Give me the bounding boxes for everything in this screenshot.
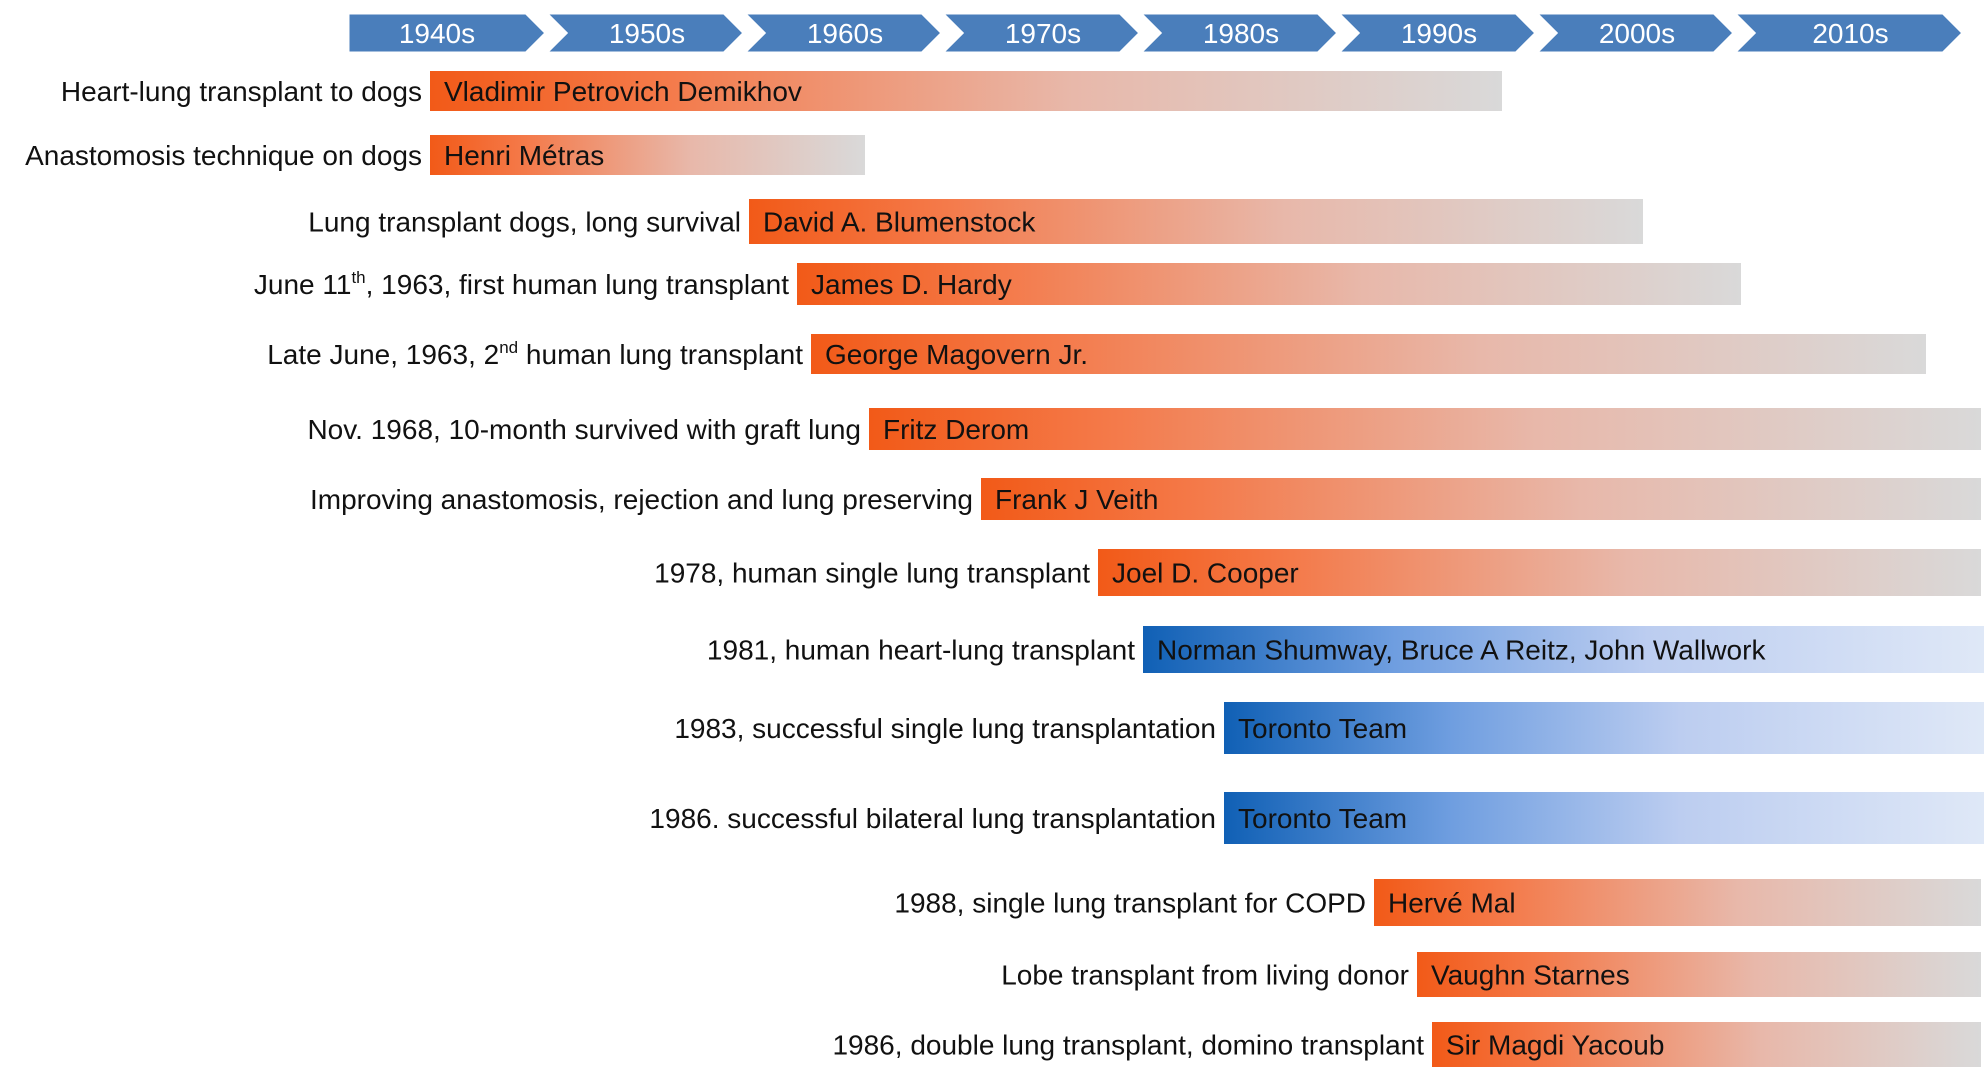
contributor-name: Frank J Veith — [995, 484, 1158, 515]
timeline-row: Joel D. Cooper 1978, human single lung tr… — [654, 549, 1981, 596]
contributor-name: Toronto Team — [1238, 713, 1407, 744]
contribution-bar — [981, 478, 1981, 520]
contributor-name: James D. Hardy — [811, 269, 1012, 300]
event-label: 1981, human heart-lung transplant — [707, 635, 1135, 666]
timeline-row: Vaughn Starnes Lobe transplant from livin… — [1001, 952, 1981, 997]
contribution-bar — [749, 199, 1643, 244]
decade-chevron-1980s — [1136, 11, 1341, 55]
decade-chevron-1970s — [938, 11, 1143, 55]
decade-chevron-2000s — [1532, 11, 1737, 55]
event-label: June 11th, 1963, first human lung transp… — [254, 268, 789, 300]
contribution-bar — [1098, 549, 1981, 596]
event-label: 1978, human single lung transplant — [654, 558, 1090, 589]
decade-label-2000s: 2000s — [1599, 18, 1675, 49]
timeline-row: Fritz Derom Nov. 1968, 10-month survived … — [307, 408, 1981, 450]
timeline-row: Hervé Mal 1988, single lung transplant fo… — [894, 879, 1981, 926]
timeline-row: Toronto Team 1983, successful single lung… — [674, 702, 1984, 754]
event-label: Nov. 1968, 10-month survived with graft … — [307, 414, 861, 445]
event-label: 1983, successful single lung transplanta… — [674, 713, 1216, 744]
decade-label-2010s: 2010s — [1812, 18, 1888, 49]
contributor-name: Vladimir Petrovich Demikhov — [444, 76, 802, 107]
timeline-row: Toronto Team 1986. successful bilateral l… — [649, 792, 1984, 844]
contribution-bar — [430, 135, 865, 175]
contributor-name: Fritz Derom — [883, 414, 1029, 445]
event-label: Late June, 1963, 2nd human lung transpla… — [267, 338, 803, 370]
decade-chevron-1960s — [740, 11, 945, 55]
contribution-bar — [1374, 879, 1981, 926]
event-label: Lung transplant dogs, long survival — [308, 207, 741, 238]
timeline-row: Henri Métras Anastomosis technique on dog… — [25, 135, 865, 175]
decade-chevron-1990s — [1334, 11, 1539, 55]
event-label: 1986. successful bilateral lung transpla… — [649, 803, 1216, 834]
event-label: 1986, double lung transplant, domino tra… — [832, 1030, 1424, 1061]
timeline-row: David A. Blumenstock Lung transplant dogs… — [308, 199, 1643, 244]
decade-label-1950s: 1950s — [609, 18, 685, 49]
contribution-bar — [1417, 952, 1981, 997]
decade-label-1960s: 1960s — [807, 18, 883, 49]
event-label: Heart-lung transplant to dogs — [61, 76, 422, 107]
contributor-name: Vaughn Starnes — [1431, 960, 1630, 991]
decade-label-1940s: 1940s — [399, 18, 475, 49]
contribution-bar — [811, 334, 1926, 374]
decade-chevron-2010s — [1730, 11, 1966, 55]
decade-header: 1940s 1950s 1960s 1970s 1980s 1990s 2000s 2010s — [346, 11, 1966, 55]
timeline-row: Frank J Veith Improving anastomosis, reje… — [310, 478, 1981, 520]
decade-chevron-1950s — [542, 11, 747, 55]
contributor-name: David A. Blumenstock — [763, 207, 1036, 238]
contributor-name: Henri Métras — [444, 140, 604, 171]
contribution-bar — [430, 71, 1502, 111]
contributor-name: Hervé Mal — [1388, 888, 1516, 919]
contribution-bar — [869, 408, 1981, 450]
contributor-name: Sir Magdi Yacoub — [1446, 1030, 1664, 1061]
contribution-bar — [1143, 626, 1984, 673]
event-label: Improving anastomosis, rejection and lun… — [310, 484, 973, 515]
event-label: Anastomosis technique on dogs — [25, 140, 422, 171]
timeline-row: Sir Magdi Yacoub 1986, double lung transp… — [832, 1022, 1981, 1067]
contribution-bar — [1224, 792, 1984, 844]
decade-chevron-1940s — [346, 11, 549, 55]
contributor-name: George Magovern Jr. — [825, 339, 1088, 370]
event-label: 1988, single lung transplant for COPD — [894, 888, 1366, 919]
event-label: Lobe transplant from living donor — [1001, 960, 1409, 991]
decade-label-1980s: 1980s — [1203, 18, 1279, 49]
timeline-row: Norman Shumway, Bruce A Reitz, John Wall… — [707, 626, 1984, 673]
contributor-name: Norman Shumway, Bruce A Reitz, John Wall… — [1157, 635, 1766, 666]
timeline-row: James D. Hardy June 11th, 1963, first hum… — [254, 263, 1741, 305]
contribution-bar — [1432, 1022, 1981, 1067]
timeline-row: George Magovern Jr. Late June, 1963, 2nd … — [267, 334, 1926, 374]
contribution-bar — [797, 263, 1741, 305]
contributor-name: Toronto Team — [1238, 803, 1407, 834]
decade-label-1970s: 1970s — [1005, 18, 1081, 49]
contributor-name: Joel D. Cooper — [1112, 558, 1299, 589]
contribution-bar — [1224, 702, 1984, 754]
decade-label-1990s: 1990s — [1401, 18, 1477, 49]
timeline-row: Vladimir Petrovich Demikhov Heart-lung tr… — [61, 71, 1502, 111]
